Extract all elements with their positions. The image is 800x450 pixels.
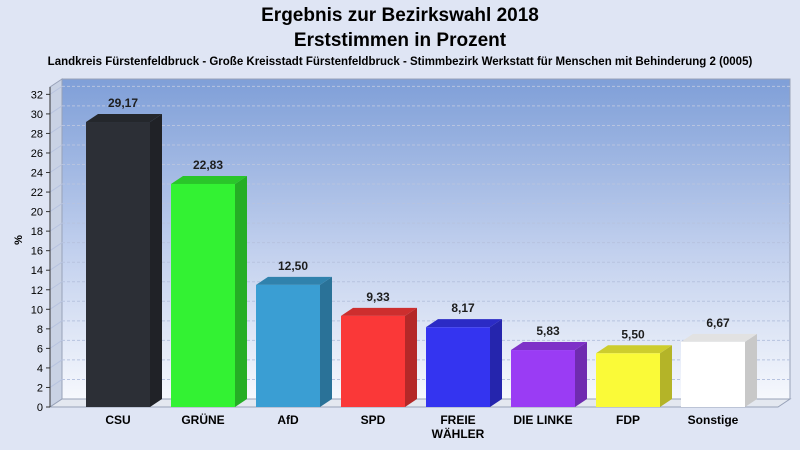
- y-tick-label: 28: [31, 128, 43, 140]
- value-label: 9,33: [366, 290, 390, 304]
- y-tick-label: 0: [37, 402, 43, 414]
- bar: [681, 333, 757, 407]
- value-label: 5,83: [536, 324, 560, 338]
- y-tick-label: 16: [31, 246, 43, 258]
- bar-front: [86, 122, 150, 408]
- value-label: 29,17: [108, 96, 138, 110]
- x-tick-label: SPD: [361, 413, 386, 427]
- y-tick-label: 8: [37, 324, 43, 336]
- bar-front: [256, 284, 320, 407]
- gridline-side: [49, 144, 63, 154]
- x-tick-label: GRÜNE: [181, 412, 224, 427]
- x-tick-label: FDP: [616, 413, 640, 427]
- value-label: 5,50: [621, 327, 645, 341]
- gridline-side: [49, 300, 63, 310]
- bar-side: [320, 276, 332, 407]
- bar-front: [681, 341, 745, 407]
- y-tick-label: 14: [31, 265, 43, 277]
- y-tick-label: 24: [31, 168, 43, 180]
- bar-side: [150, 114, 162, 408]
- value-labels: 29,17 22,83 12,50 9,33 8,17 5,83 5,50 6,67: [108, 96, 730, 341]
- plot-floor: [48, 398, 792, 408]
- bar: [596, 345, 672, 407]
- bar-front: [596, 353, 660, 407]
- value-label: 8,17: [451, 301, 475, 315]
- y-tick-label: 6: [37, 343, 43, 355]
- y-tick-label: 22: [31, 187, 43, 199]
- gridline-side: [49, 320, 63, 330]
- x-tick-label: AfD: [277, 413, 299, 427]
- gridline-side: [49, 183, 63, 193]
- y-axis-label: %: [13, 235, 25, 245]
- bar-top: [596, 345, 672, 354]
- bar: [171, 175, 247, 407]
- bar-top: [86, 114, 162, 123]
- bar-top: [256, 276, 332, 285]
- bar: [426, 319, 502, 407]
- gridline-side: [49, 242, 63, 252]
- bar-top: [511, 342, 587, 351]
- y-tick-label: 12: [31, 285, 43, 297]
- gridline-side: [49, 261, 63, 271]
- chart-subtitle: Erststimmen in Prozent: [294, 30, 507, 51]
- bar: [256, 276, 332, 407]
- bar-front: [171, 183, 235, 407]
- bar: [86, 114, 162, 408]
- chart-caption: Landkreis Fürstenfeldbruck - Große Kreis…: [48, 56, 753, 68]
- gridline-side: [49, 339, 63, 349]
- bar-top: [171, 175, 247, 184]
- y-tick-label: 32: [31, 89, 43, 101]
- x-tick-label: Sonstige: [688, 413, 739, 427]
- gridline-side: [49, 125, 63, 134]
- bar-side: [575, 342, 587, 407]
- gridline-side: [49, 379, 63, 388]
- bar: [511, 342, 587, 407]
- bar-side: [745, 333, 757, 407]
- bar-side: [405, 307, 417, 407]
- bar-side: [660, 345, 672, 407]
- value-label: 12,50: [278, 259, 308, 273]
- x-tick-label: CSU: [105, 413, 130, 427]
- bar-top: [341, 307, 417, 316]
- x-tick-label: DIE LINKE: [513, 413, 572, 427]
- x-tick-label: FREIE: [440, 413, 475, 427]
- y-tick-label: 4: [37, 363, 43, 375]
- y-tick-label: 2: [37, 382, 43, 394]
- bar-side: [235, 175, 247, 407]
- plot-left-wall: [49, 78, 63, 408]
- gridline-side: [49, 359, 63, 369]
- gridline-side: [49, 281, 63, 291]
- value-label: 22,83: [193, 158, 223, 172]
- gridline-side: [49, 164, 63, 173]
- gridline-side: [49, 203, 63, 213]
- y-tick-label: 26: [31, 148, 43, 160]
- y-tick-label: 18: [31, 226, 43, 238]
- bar-top: [681, 333, 757, 342]
- x-tick-label: WÄHLER: [432, 426, 485, 441]
- bar-front: [341, 315, 405, 407]
- gridline-side: [49, 85, 63, 95]
- bar: [341, 307, 417, 407]
- y-tick-label: 30: [31, 109, 43, 121]
- bar-front: [511, 350, 575, 407]
- bar-top: [426, 319, 502, 328]
- y-tick-label: 20: [31, 207, 43, 219]
- bar-front: [426, 327, 490, 407]
- bar-side: [490, 319, 502, 407]
- y-tick-label: 10: [31, 304, 43, 316]
- gridline-side: [49, 105, 63, 115]
- gridline-side: [49, 222, 63, 232]
- chart-title: Ergebnis zur Bezirkswahl 2018: [261, 5, 539, 26]
- value-label: 6,67: [706, 316, 730, 330]
- bars: [86, 114, 757, 408]
